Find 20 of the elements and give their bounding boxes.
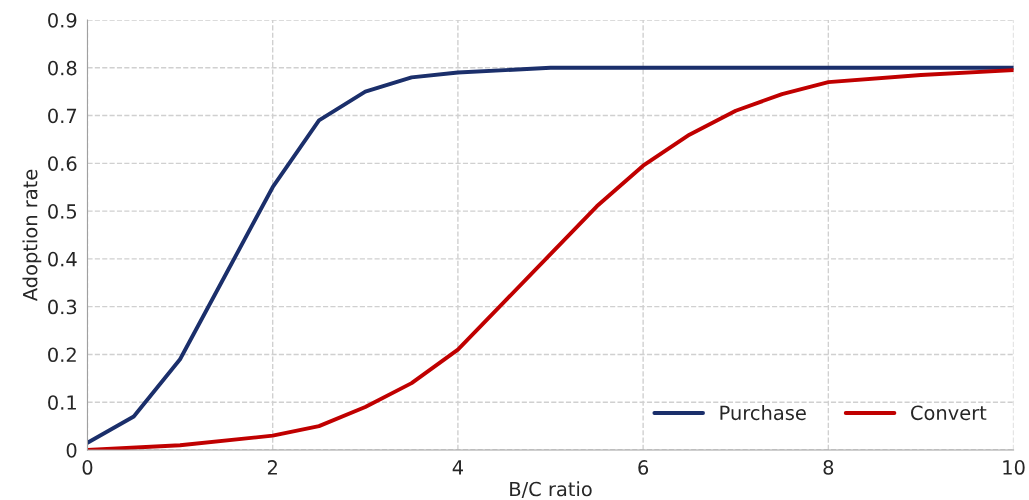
y-tick-label: 0.8	[48, 60, 77, 76]
x-axis-title: B/C ratio	[510, 481, 592, 498]
x-tick-label: 10	[1003, 460, 1025, 475]
y-tick-label: 0.3	[48, 299, 77, 315]
legend-label: Convert	[911, 405, 987, 421]
x-tick-label: 4	[452, 460, 463, 475]
x-tick-label: 6	[638, 460, 649, 475]
y-tick-label: 0.5	[48, 204, 77, 219]
y-tick-label: 0.2	[48, 347, 76, 363]
y-tick-label: 0.1	[48, 395, 76, 410]
y-tick-label: 0.6	[48, 156, 77, 171]
x-tick-label: 2	[267, 460, 277, 475]
y-tick-label: 0.4	[48, 251, 77, 267]
y-tick-label: 0.7	[48, 108, 77, 124]
legend-label: Purchase	[720, 405, 806, 421]
x-tick-label: 8	[823, 460, 834, 475]
y-tick-label: 0.9	[48, 12, 77, 28]
y-axis-title: Adoption rate	[22, 169, 42, 302]
y-tick-label: 0	[66, 442, 77, 458]
x-tick-label: 0	[82, 460, 93, 475]
